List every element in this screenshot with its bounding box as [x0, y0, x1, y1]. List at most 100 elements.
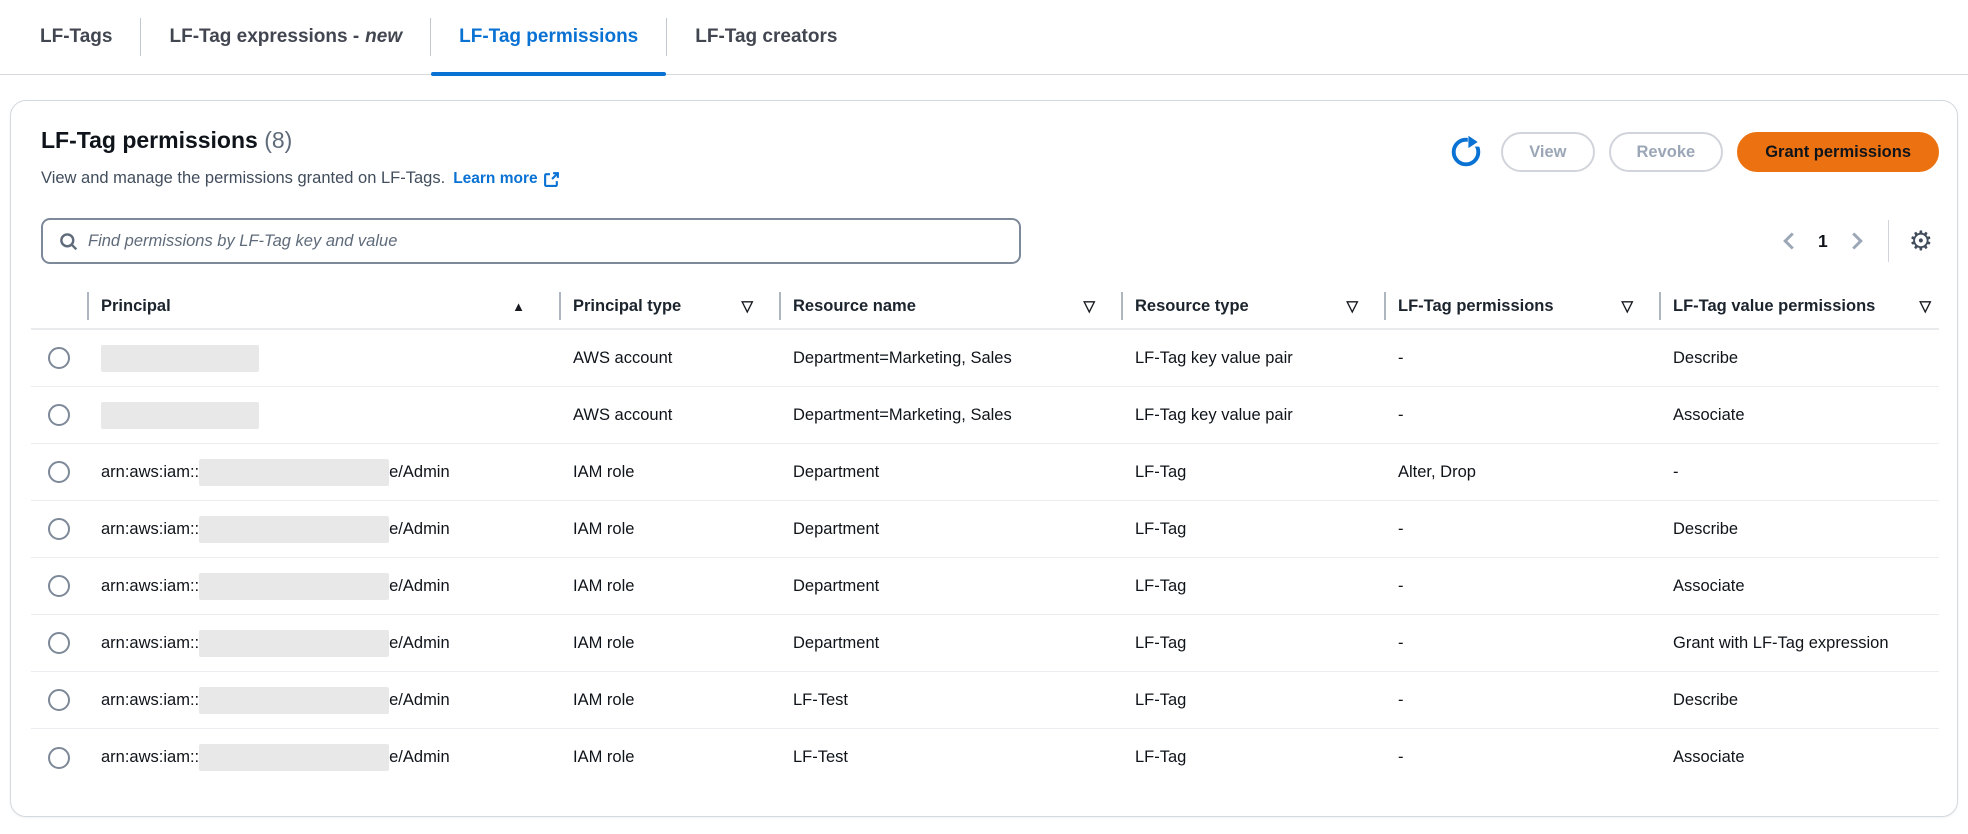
tab-lf-tag-expressions[interactable]: LF-Tag expressions - new [141, 0, 430, 74]
table-row: arn:aws:iam:: e/Admin IAM role LF-Test LF-Ta… [31, 729, 1939, 786]
row-radio-button[interactable] [48, 689, 70, 711]
lf-tag-permissions-cell: - [1398, 348, 1404, 367]
view-button[interactable]: View [1501, 132, 1595, 172]
panel-header: LF-Tag permissions (8) View and manage t… [31, 125, 1939, 190]
tab-label: LF-Tag expressions - [169, 26, 360, 47]
tab-label: LF-Tags [40, 26, 113, 47]
principal-type-cell: IAM role [573, 576, 635, 595]
redacted-principal [199, 572, 390, 600]
lf-tag-value-permissions-cell: Associate [1673, 405, 1745, 424]
tab-divider [430, 18, 432, 56]
filter-icon[interactable]: ▽ [1083, 298, 1095, 315]
table-row: AWS account Department=Marketing, Sales LF… [31, 387, 1939, 444]
panel-actions: View Revoke Grant permissions [1445, 131, 1939, 173]
external-link-icon [543, 171, 559, 187]
column-header-principal[interactable]: Principal ▲ [87, 284, 559, 328]
redacted-principal [199, 515, 390, 543]
item-count-badge: (8) [264, 127, 293, 153]
row-radio-button[interactable] [48, 518, 70, 540]
chevron-left-icon [1783, 232, 1794, 250]
lf-tag-permissions-cell: - [1398, 633, 1404, 652]
principal-cell: arn:aws:iam:: e/Admin [87, 629, 559, 657]
table-preferences-gear-icon[interactable]: ⚙ [1903, 226, 1939, 257]
refresh-button[interactable] [1445, 131, 1487, 173]
principal-cell [87, 401, 559, 429]
revoke-button[interactable]: Revoke [1608, 132, 1724, 172]
redacted-principal [199, 744, 390, 771]
row-select-cell [31, 518, 87, 540]
pagination-divider [1887, 220, 1889, 262]
table-row: AWS account Department=Marketing, Sales LF… [31, 330, 1939, 387]
panel-header-text: LF-Tag permissions (8) View and manage t… [41, 125, 560, 190]
panel-description: View and manage the permissions granted … [41, 167, 560, 190]
resource-name-cell: Department [793, 519, 880, 538]
table-toolbar: 1 ⚙ [31, 218, 1939, 264]
column-header-resource-type[interactable]: Resource type ▽ [1121, 284, 1384, 328]
filter-icon[interactable]: ▽ [1919, 298, 1931, 315]
filter-icon[interactable]: ▽ [1346, 298, 1358, 315]
learn-more-link[interactable]: Learn more [453, 168, 559, 190]
resource-type-cell: LF-Tag [1135, 690, 1187, 709]
filter-icon[interactable]: ▽ [741, 298, 753, 315]
lf-tag-value-permissions-cell: Describe [1673, 690, 1739, 709]
filter-icon[interactable]: ▽ [1621, 298, 1633, 315]
lf-tag-permissions-cell: - [1398, 576, 1404, 595]
refresh-icon [1451, 134, 1481, 167]
select-all-header [31, 284, 87, 328]
row-radio-button[interactable] [48, 575, 70, 597]
table-row: arn:aws:iam:: e/Admin IAM role Department LF… [31, 444, 1939, 501]
table-header-row: Principal ▲ Principal type ▽ Resource na… [31, 284, 1939, 330]
row-radio-button[interactable] [48, 632, 70, 654]
lf-tag-permissions-cell: Alter, Drop [1398, 462, 1476, 481]
principal-cell: arn:aws:iam:: e/Admin [87, 572, 559, 600]
table-row: arn:aws:iam:: e/Admin IAM role LF-Test LF-Ta… [31, 672, 1939, 729]
tab-lf-tags[interactable]: LF-Tags [40, 0, 140, 74]
row-radio-button[interactable] [48, 746, 70, 769]
principal-type-cell: IAM role [573, 690, 635, 709]
row-select-cell [31, 404, 87, 426]
row-radio-button[interactable] [48, 461, 70, 483]
next-page-button[interactable] [1840, 224, 1874, 258]
lf-tag-permissions-cell: - [1398, 748, 1404, 766]
page-title-text: LF-Tag permissions [41, 127, 258, 153]
table-body: AWS account Department=Marketing, Sales LF… [31, 330, 1939, 786]
tab-label: LF-Tag permissions [459, 26, 639, 47]
column-header-lf-tag-value-permissions[interactable]: LF-Tag value permissions ▽ [1659, 284, 1939, 328]
resource-name-cell: LF-Test [793, 690, 849, 709]
row-select-cell [31, 575, 87, 597]
resource-name-cell: Department [793, 633, 880, 652]
principal-cell: arn:aws:iam:: e/Admin [87, 515, 559, 543]
redacted-principal [199, 458, 390, 486]
principal-cell: arn:aws:iam:: e/Admin [87, 686, 559, 714]
grant-permissions-button[interactable]: Grant permissions [1737, 132, 1939, 172]
row-select-cell [31, 746, 87, 769]
tab-lf-tag-creators[interactable]: LF-Tag creators [667, 0, 865, 74]
row-radio-button[interactable] [48, 404, 70, 426]
column-header-resource-name[interactable]: Resource name ▽ [779, 284, 1121, 328]
principal-type-cell: IAM role [573, 748, 635, 766]
table-row: arn:aws:iam:: e/Admin IAM role Department LF… [31, 615, 1939, 672]
resource-name-cell: Department [793, 576, 880, 595]
lf-tag-permissions-cell: - [1398, 519, 1404, 538]
principal-type-cell: AWS account [573, 348, 673, 367]
sort-ascending-icon[interactable]: ▲ [512, 298, 525, 314]
resource-type-cell: LF-Tag [1135, 748, 1187, 766]
tab-label: LF-Tag creators [695, 26, 838, 47]
table-row: arn:aws:iam:: e/Admin IAM role Department LF… [31, 501, 1939, 558]
column-header-principal-type[interactable]: Principal type ▽ [559, 284, 779, 328]
row-select-cell [31, 632, 87, 654]
page-number[interactable]: 1 [1806, 231, 1840, 252]
column-header-lf-tag-permissions[interactable]: LF-Tag permissions ▽ [1384, 284, 1659, 328]
resource-type-cell: LF-Tag [1135, 576, 1187, 595]
redacted-principal [199, 629, 390, 657]
row-select-cell [31, 689, 87, 711]
tab-divider [140, 18, 142, 56]
tab-lf-tag-permissions[interactable]: LF-Tag permissions [431, 0, 667, 76]
page-title: LF-Tag permissions (8) [41, 125, 560, 155]
resource-type-cell: LF-Tag [1135, 519, 1187, 538]
row-radio-button[interactable] [48, 347, 70, 369]
lf-tag-value-permissions-cell: Associate [1673, 576, 1745, 595]
search-input[interactable] [88, 231, 1003, 251]
principal-cell: arn:aws:iam:: e/Admin [87, 458, 559, 486]
previous-page-button[interactable] [1772, 224, 1806, 258]
